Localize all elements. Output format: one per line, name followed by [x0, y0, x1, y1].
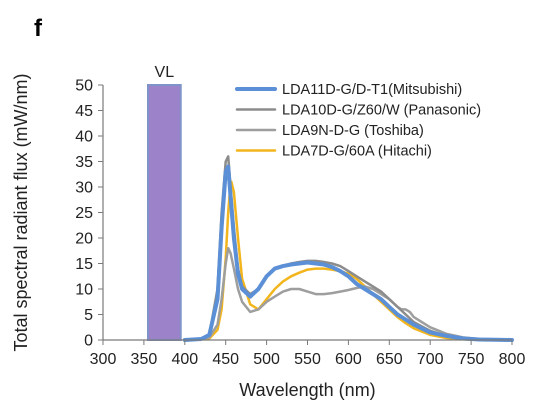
x-tick-label: 550	[294, 351, 321, 368]
series-line-0	[182, 164, 514, 342]
y-tick-label: 0	[84, 333, 93, 350]
x-tick-label: 450	[212, 351, 239, 368]
series-line-1	[183, 155, 514, 342]
x-tick-label: 650	[376, 351, 403, 368]
x-tick-label: 800	[499, 351, 526, 368]
x-tick-label: 600	[335, 351, 362, 368]
legend-label-0: LDA11D-G/D-T1(Mitsubishi)	[282, 82, 462, 98]
x-tick-label: 700	[417, 351, 444, 368]
y-tick-label: 45	[75, 103, 93, 120]
y-tick-label: 5	[84, 307, 93, 324]
vl-band-rect	[146, 84, 182, 341]
axes-layer: 300 350 400 450 500 550 600 650 700 750 800 0 5 10 15 2…	[75, 78, 525, 369]
x-tick-label: 400	[171, 351, 198, 368]
series-line-3	[183, 180, 514, 342]
series-layer	[182, 155, 514, 342]
y-tick-label: 15	[75, 256, 93, 273]
y-tick-label: 10	[75, 282, 93, 299]
series-line-2	[183, 246, 514, 342]
legend-label-3: LDA7D-G/60A (Hitachi)	[282, 144, 432, 160]
vl-band-layer: VL	[146, 64, 182, 341]
y-tick-label: 30	[75, 180, 93, 197]
x-tick-label: 750	[458, 351, 485, 368]
y-tick-label: 20	[75, 231, 93, 248]
y-tick-label: 25	[75, 205, 93, 222]
y-tick-label: 50	[75, 78, 93, 95]
panel-letter: f	[34, 15, 43, 42]
y-axis-title: Total spectral radiant flux (mW/nm)	[11, 73, 31, 351]
vl-band-label: VL	[155, 64, 175, 81]
x-tick-label: 350	[131, 351, 158, 368]
x-axis-title: Wavelength (nm)	[239, 380, 375, 400]
x-tick-label: 300	[90, 351, 117, 368]
legend-label-2: LDA9N-D-G (Toshiba)	[282, 123, 424, 139]
legend: LDA11D-G/D-T1(Mitsubishi) LDA10D-G/Z60/W …	[235, 82, 481, 160]
y-tick-label: 35	[75, 154, 93, 171]
y-tick-label: 40	[75, 129, 93, 146]
legend-label-1: LDA10D-G/Z60/W (Panasonic)	[282, 103, 481, 119]
x-tick-label: 500	[253, 351, 280, 368]
